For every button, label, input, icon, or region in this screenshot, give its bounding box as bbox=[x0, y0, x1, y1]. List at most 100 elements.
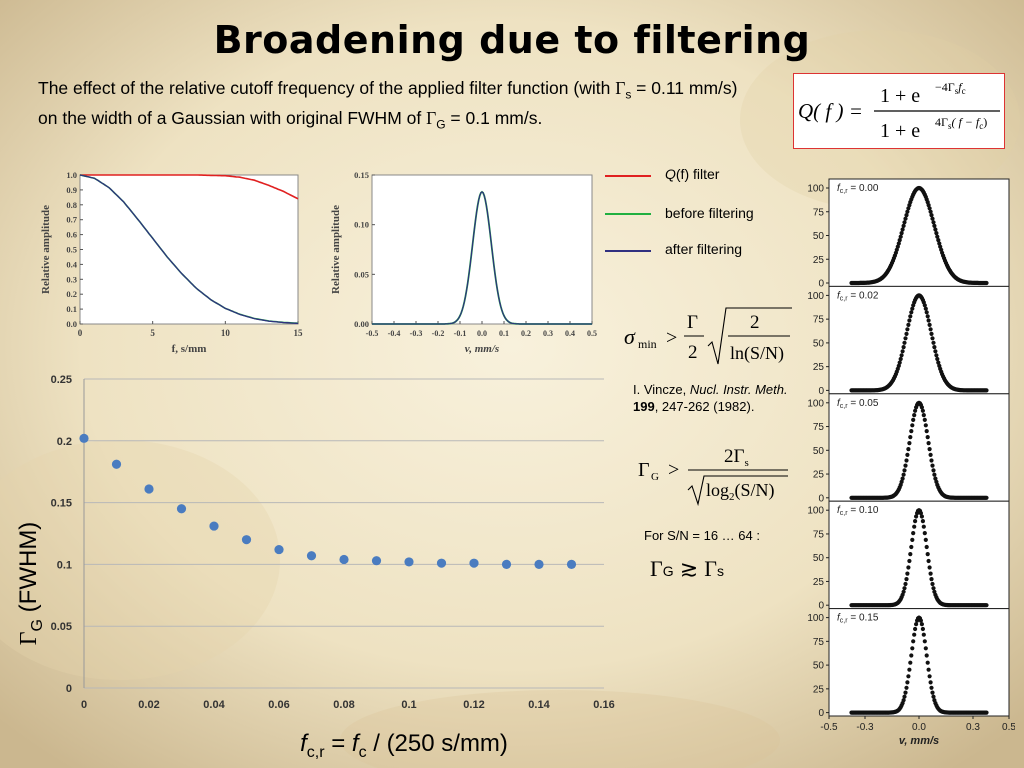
x-tick-label: 0.08 bbox=[333, 699, 354, 711]
x-label-part: f bbox=[352, 730, 361, 757]
y-label-part: (FWHM) bbox=[15, 522, 42, 619]
panel-point bbox=[922, 303, 927, 308]
panel-label-part: f bbox=[837, 290, 841, 301]
panel-point bbox=[913, 408, 918, 413]
gamma-subscript: G bbox=[436, 117, 446, 131]
panel-frame bbox=[828, 500, 1010, 610]
x-tick-label: -0.3 bbox=[856, 722, 874, 733]
y-axis-label: Relative amplitude bbox=[330, 205, 342, 294]
y-tick-label: 0.1 bbox=[57, 559, 72, 571]
panel-point bbox=[930, 690, 935, 695]
y-tick-label: 100 bbox=[807, 613, 824, 624]
x-tick-label: 0 bbox=[78, 328, 83, 338]
panel-point bbox=[919, 514, 924, 519]
panel-point bbox=[914, 622, 919, 627]
y-tick-label: 0 bbox=[818, 386, 824, 397]
panel-label-part: f bbox=[837, 505, 841, 516]
reference-citation: I. Vincze, Nucl. Instr. Meth. 199, 247-2… bbox=[633, 382, 788, 414]
panel-point bbox=[927, 322, 932, 327]
x-tick-label: 5 bbox=[150, 328, 155, 338]
panel-point bbox=[909, 544, 914, 550]
panel-point bbox=[909, 429, 914, 434]
x-label-part: c,r bbox=[307, 744, 325, 761]
y-tick-label: 0.2 bbox=[57, 436, 72, 448]
panel-point bbox=[984, 280, 989, 286]
panel-point bbox=[921, 524, 926, 529]
x-tick-label: 0.0 bbox=[477, 329, 487, 338]
panel-point bbox=[913, 626, 918, 632]
gaussian-line-chart: 0.00 0.05 0.10 0.15 -0.5 -0.4 -0.3 -0.2 -0.1 0.0 0… bbox=[330, 170, 597, 355]
panel-point bbox=[926, 667, 931, 672]
panel-point bbox=[929, 685, 934, 690]
y-tick-label: 100 bbox=[807, 291, 824, 302]
y-tick-label: 25 bbox=[813, 577, 825, 588]
gt-sign: > bbox=[668, 459, 679, 481]
y-tick-label: 100 bbox=[807, 184, 824, 195]
y-tick-label: 0.15 bbox=[51, 498, 72, 510]
y-tick-label: 0.1 bbox=[66, 304, 77, 314]
panel-point bbox=[903, 216, 908, 221]
series-line bbox=[80, 174, 299, 200]
panel-label-part: f bbox=[837, 398, 841, 409]
y-tick-label: 75 bbox=[813, 529, 825, 540]
panel-point bbox=[923, 306, 928, 311]
chart-legend: Q(f) filter before filtering after filte… bbox=[605, 162, 795, 262]
panel-point bbox=[898, 356, 903, 362]
x-tick-label: -0.4 bbox=[388, 329, 401, 338]
y-tick-label: 0.05 bbox=[354, 269, 369, 279]
x-tick-label: 0.4 bbox=[565, 329, 575, 338]
panel-point bbox=[929, 458, 934, 463]
data-point bbox=[534, 559, 544, 569]
panel-point bbox=[899, 231, 904, 236]
panel-point bbox=[931, 340, 936, 345]
data-point bbox=[339, 554, 349, 565]
panel-point bbox=[906, 322, 911, 327]
x-axis-label: v, mm/s bbox=[899, 735, 939, 747]
x-tick-label: -0.1 bbox=[454, 329, 467, 338]
panel-point bbox=[929, 577, 934, 582]
panel-point bbox=[934, 353, 939, 358]
plot-area bbox=[79, 174, 299, 325]
data-point bbox=[274, 544, 284, 555]
panel-point bbox=[902, 694, 907, 699]
panel-point bbox=[922, 417, 927, 422]
panel-frame bbox=[828, 178, 1010, 287]
gamma-denominator: log2(S/N) bbox=[706, 480, 775, 503]
panel-point bbox=[921, 632, 926, 637]
x-tick-label: 0.02 bbox=[138, 699, 159, 711]
panel-label-part: = 0.00 bbox=[848, 183, 879, 194]
panel-point bbox=[930, 581, 935, 587]
panel-point bbox=[918, 618, 923, 623]
panel-point bbox=[904, 577, 909, 582]
y-tick-label: 50 bbox=[813, 661, 825, 672]
x-tick-label: 0.06 bbox=[268, 699, 289, 711]
panel-point bbox=[926, 558, 931, 564]
panel-point bbox=[925, 435, 930, 440]
panel-point bbox=[911, 639, 916, 644]
data-point bbox=[566, 559, 577, 569]
panel-point bbox=[931, 220, 936, 225]
panel-point bbox=[932, 223, 937, 228]
panel-point bbox=[897, 360, 902, 365]
formula-denominator: 1 + e bbox=[880, 120, 920, 142]
panel-point bbox=[932, 472, 937, 477]
panel-point bbox=[984, 495, 989, 500]
panel-point bbox=[984, 710, 989, 715]
x-tick-label: -0.5 bbox=[366, 329, 379, 338]
panel-point bbox=[909, 310, 914, 315]
panel-point bbox=[910, 306, 915, 311]
panel-point bbox=[937, 241, 942, 246]
legend-label-filter: Q(f) filter bbox=[665, 166, 720, 182]
y-label-part: Γ bbox=[16, 631, 42, 645]
formula-lhs: Q( f ) = bbox=[798, 99, 863, 123]
x-label-part: = bbox=[325, 730, 352, 757]
panel-label-part: c,r bbox=[840, 618, 848, 625]
panel-point bbox=[908, 660, 913, 665]
panel-point bbox=[896, 363, 901, 368]
gamma-subscript: G bbox=[651, 471, 659, 483]
panel-point bbox=[924, 310, 929, 315]
y-tick-label: 25 bbox=[813, 684, 825, 695]
panel-point bbox=[919, 405, 924, 410]
panel-point bbox=[913, 519, 918, 524]
x-tick-label: 0.2 bbox=[521, 329, 531, 338]
